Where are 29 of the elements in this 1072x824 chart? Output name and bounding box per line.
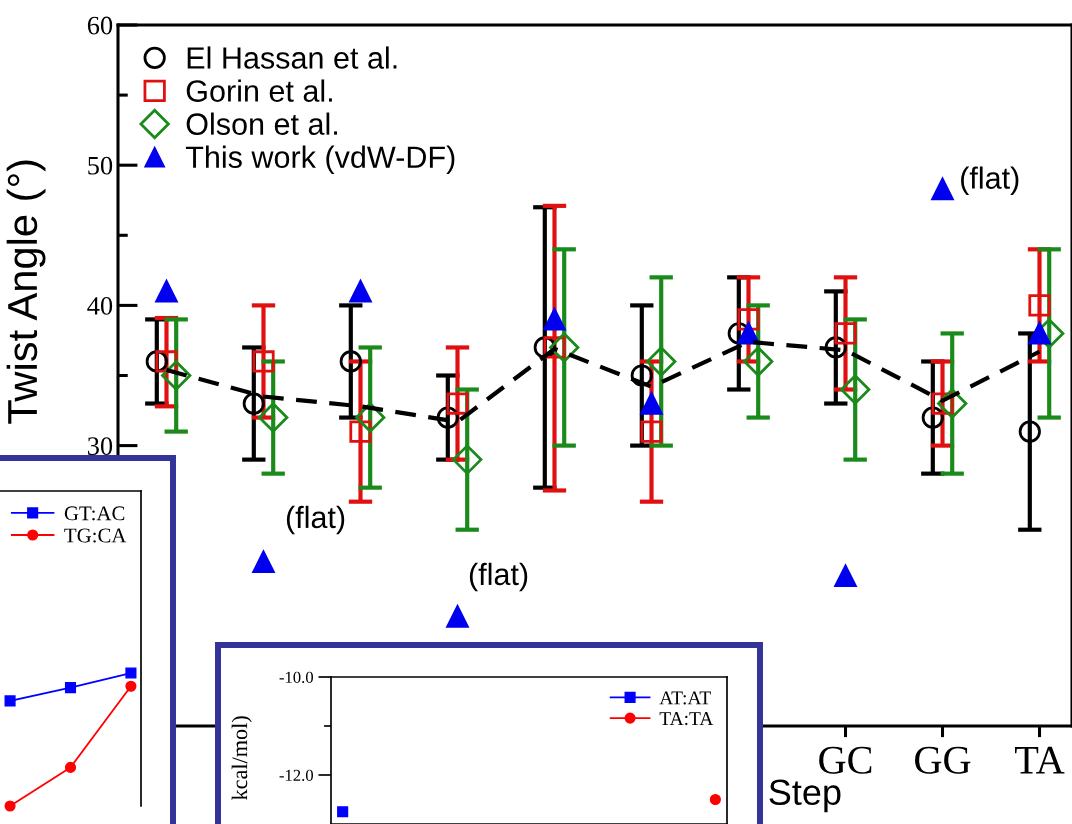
x-tick-label: TA <box>1015 746 1065 774</box>
point <box>64 761 77 773</box>
legend-label: This work (vdW-DF) <box>185 145 455 175</box>
point <box>4 695 16 707</box>
x-tick-label: GC <box>819 746 872 774</box>
annotation: (flat) <box>961 166 1019 195</box>
point <box>64 682 77 694</box>
y-tick-label: 50 <box>88 156 113 175</box>
y-tick-label: 40 <box>87 297 113 315</box>
y-tick-label: -12.0 <box>279 769 313 782</box>
x-tick-label: GG <box>915 746 971 774</box>
point <box>125 680 137 692</box>
legend-label: GT:AC <box>64 506 125 521</box>
legend-label: El Hassan et al. <box>187 46 397 69</box>
y-tick-label: 60 <box>87 16 113 35</box>
legend-label: TA:TA <box>659 712 714 726</box>
point <box>4 800 16 812</box>
legend-label: Gorin et al. <box>186 79 332 102</box>
legend-label: AT:AT <box>659 691 711 705</box>
legend-label: Olson et al. <box>186 112 337 135</box>
y-tick-label: -10.0 <box>279 671 313 684</box>
point <box>125 667 137 679</box>
annotation: (flat) <box>286 505 345 535</box>
x-axis-title: Step <box>769 779 841 813</box>
legend-label: TG:CA <box>64 528 127 543</box>
y-tick-label: 30 <box>88 437 113 456</box>
y-axis-title: kcal/mol) <box>231 716 252 800</box>
annotation: (flat) <box>469 562 528 592</box>
y-axis-title: Twist Angle (°) <box>6 160 46 424</box>
